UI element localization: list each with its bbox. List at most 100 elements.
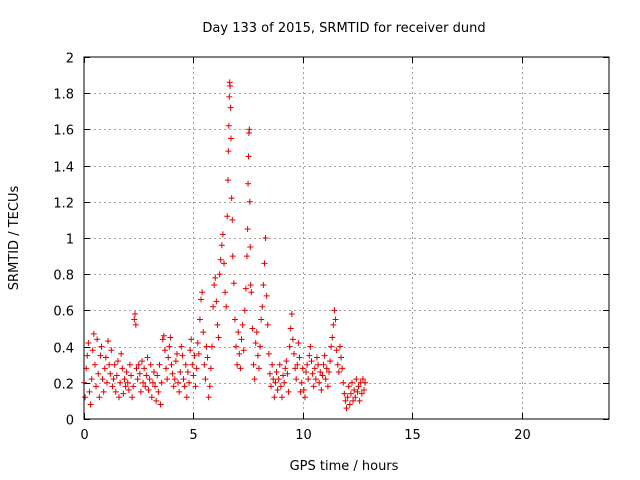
data-point [190,372,197,379]
data-point [318,387,325,394]
y-axis-label: SRMTID / TECUs [7,186,22,291]
data-point [330,321,337,328]
data-point [204,354,211,361]
data-point [228,195,235,202]
data-point [240,347,247,354]
data-point [295,339,302,346]
data-point [132,321,139,328]
data-point [309,370,316,377]
data-point [251,376,258,383]
data-point [287,325,294,332]
data-point [102,354,109,361]
data-point [97,352,104,359]
data-point [144,354,151,361]
data-point [343,405,350,412]
data-point [193,365,200,372]
data-point [276,361,283,368]
data-point [171,376,178,383]
data-point [320,361,327,368]
data-point [253,329,260,336]
y-tick-label: 0 [66,414,74,429]
data-point [216,271,223,278]
data-point [195,350,202,357]
data-point [108,347,115,354]
data-point [222,289,229,296]
data-point [319,372,326,379]
tick-labels: 0 5 10 15 20 0 0.2 0.4 0.6 0.8 1 1.2 1.4 1.6 1.8 2 [53,52,530,444]
data-point [345,383,352,390]
data-point [316,379,323,386]
data-point [151,368,157,375]
data-point [101,365,108,372]
data-point [148,394,155,401]
data-point [348,379,355,386]
data-point [169,370,176,377]
data-point [208,343,215,350]
data-point [91,361,98,368]
grid-lines [84,57,609,419]
data-point [207,365,214,372]
data-point [292,365,299,372]
y-tick-label: 0.8 [53,269,74,284]
data-point [100,388,107,395]
data-point [321,352,328,359]
data-point [245,180,252,187]
data-point [324,383,331,390]
data-point [149,379,156,386]
data-point [116,394,122,401]
data-point [191,352,198,359]
data-point [167,334,174,341]
data-point [354,388,361,395]
data-point [239,321,246,328]
x-tick-label: 15 [404,428,421,443]
data-point [300,387,307,394]
data-point [135,361,142,368]
data-point [125,387,132,394]
data-point [183,394,190,401]
data-point [259,303,266,310]
x-axis-label: GPS time / hours [290,459,399,474]
data-point [124,379,131,386]
data-point [257,343,264,350]
data-point [299,365,306,372]
data-point [161,347,168,354]
data-point [105,338,112,345]
data-point [273,368,280,375]
data-point [352,394,359,401]
data-point [133,365,140,372]
data-point [249,325,256,332]
data-point [84,352,91,359]
data-point [271,394,278,401]
data-point [180,376,187,383]
data-point [182,361,189,368]
data-point [95,370,102,377]
data-point [119,365,126,372]
data-point [229,253,236,260]
data-point [234,361,241,368]
data-point [247,282,254,289]
data-point [231,316,238,323]
data-point [131,311,138,318]
data-point [329,334,336,341]
data-point [347,390,354,397]
data-point [306,352,313,359]
data-point [126,361,133,368]
data-point [179,352,186,359]
data-point [227,82,234,89]
data-point [112,388,119,395]
data-point [136,370,143,377]
y-tick-label: 2 [66,52,74,67]
data-point [250,361,257,368]
data-point [217,256,224,263]
data-point [272,379,279,386]
data-point [111,361,118,368]
data-point [223,303,230,310]
data-point [339,365,346,372]
data-point [89,347,96,354]
data-point [277,383,284,390]
data-point [131,316,138,323]
data-point [172,358,179,365]
data-point [168,361,175,368]
data-point [301,394,308,401]
